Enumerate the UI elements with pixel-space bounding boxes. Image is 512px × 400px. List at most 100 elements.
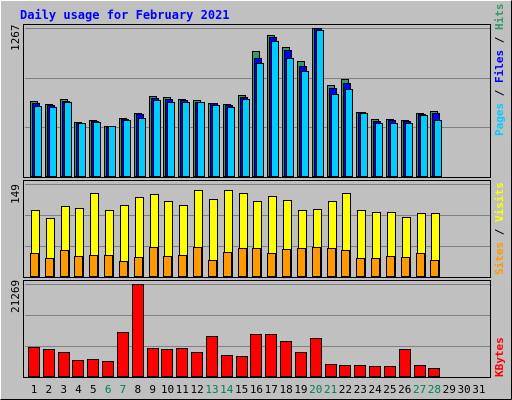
sites-bar <box>45 258 54 277</box>
kbytes-bar <box>369 366 381 377</box>
x-tick-label: 5 <box>90 383 97 396</box>
visits-max-label: 149 <box>9 184 22 204</box>
legend-sep-3: / <box>493 222 506 242</box>
x-tick-label: 2 <box>46 383 53 396</box>
sites-bar <box>297 248 306 277</box>
pages-bar <box>138 118 146 177</box>
legend-sep-2: / <box>493 30 506 50</box>
kbytes-bar <box>43 349 55 377</box>
hits-max-label: 1267 <box>9 25 22 52</box>
pages-bar <box>64 102 72 177</box>
x-axis-labels: 1 2 3 4 5 6 7 8 9 10 11 12 13 14 15 16 17 18 19 20 21 22 23 24 2… <box>31 383 486 396</box>
sites-bar <box>193 247 202 277</box>
kbytes-bar <box>132 284 144 377</box>
chart-title: Daily usage for February 2021 <box>20 8 230 22</box>
kbytes-bar <box>236 356 248 377</box>
x-tick-label: 31 <box>472 383 485 396</box>
kbytes-bar <box>102 361 114 377</box>
kbytes-bar <box>428 368 440 377</box>
sites-bar <box>60 250 69 277</box>
legend-sep-1: / <box>493 83 506 103</box>
x-tick-label: 16 <box>250 383 263 396</box>
hits-panel-legend: Pages / Files / Hits <box>493 4 506 137</box>
pages-bar <box>316 30 324 177</box>
x-tick-label: 8 <box>134 383 141 396</box>
x-tick-label: 14 <box>220 383 234 396</box>
x-tick-label: 19 <box>294 383 307 396</box>
sites-bar <box>416 253 425 277</box>
kbytes-panel-legend: KBytes <box>493 337 506 377</box>
pages-bar <box>375 123 383 177</box>
sites-bar <box>252 248 261 277</box>
sites-bar <box>119 261 128 277</box>
kbytes-bar <box>176 348 188 377</box>
sites-bar <box>341 250 350 277</box>
x-tick-label: 13 <box>205 383 218 396</box>
legend-hits: Hits <box>493 4 506 31</box>
pages-bar <box>242 99 250 177</box>
sites-bar <box>312 247 321 277</box>
x-tick-label: 22 <box>339 383 352 396</box>
sites-bar <box>327 248 336 277</box>
sites-bar <box>163 256 172 277</box>
sites-bar <box>371 258 380 277</box>
x-tick-label: 24 <box>368 383 382 396</box>
x-tick-label: 1 <box>31 383 38 396</box>
pages-bar <box>434 120 442 177</box>
visits-panel <box>23 180 491 278</box>
x-tick-label: 20 <box>309 383 322 396</box>
kbytes-bar <box>414 365 426 377</box>
x-tick-label: 21 <box>324 383 337 396</box>
x-tick-label: 4 <box>75 383 82 396</box>
x-tick-label: 7 <box>120 383 127 396</box>
pages-bar <box>301 71 309 177</box>
sites-bar <box>104 255 113 277</box>
x-tick-label: 3 <box>60 383 67 396</box>
pages-bar <box>256 63 264 177</box>
kbytes-bar <box>28 347 40 377</box>
x-tick-label: 18 <box>279 383 292 396</box>
kbytes-bar <box>161 349 173 377</box>
kbytes-bar <box>399 349 411 377</box>
pages-bar <box>123 120 131 177</box>
pages-bar <box>108 126 116 177</box>
pages-bar <box>286 58 294 177</box>
kbytes-bar <box>221 355 233 377</box>
sites-bar <box>178 255 187 277</box>
pages-bar <box>182 102 190 177</box>
pages-bar <box>360 113 368 177</box>
pages-bar <box>197 102 205 177</box>
sites-bar <box>223 252 232 277</box>
sites-bar <box>134 257 143 277</box>
sites-bar <box>208 260 217 277</box>
x-tick-label: 23 <box>354 383 367 396</box>
kbytes-bar <box>147 348 159 377</box>
x-tick-label: 9 <box>149 383 156 396</box>
kbytes-bar <box>384 366 396 377</box>
sites-bar <box>74 256 83 277</box>
kbytes-bar <box>206 336 218 377</box>
kbytes-bar <box>354 365 366 377</box>
pages-bar <box>49 107 57 177</box>
legend-visits: Visits <box>493 182 506 222</box>
x-tick-label: 26 <box>398 383 411 396</box>
sites-bar <box>430 260 439 277</box>
kbytes-bar <box>87 359 99 377</box>
kbytes-bar <box>339 365 351 377</box>
sites-bar <box>30 253 39 277</box>
x-tick-label: 29 <box>443 383 456 396</box>
pages-bar <box>405 123 413 177</box>
x-tick-label: 6 <box>105 383 112 396</box>
kbytes-panel <box>23 280 491 378</box>
legend-files: Files <box>493 50 506 83</box>
legend-kbytes: KBytes <box>493 337 506 377</box>
kbytes-bar <box>310 338 322 377</box>
sites-bar <box>282 249 291 277</box>
pages-bar <box>345 89 353 177</box>
kbytes-bar <box>58 352 70 377</box>
kbytes-bar <box>325 364 337 377</box>
kbytes-bar <box>191 352 203 377</box>
pages-bar <box>420 115 428 177</box>
x-tick-label: 28 <box>428 383 441 396</box>
sites-bar <box>401 257 410 277</box>
